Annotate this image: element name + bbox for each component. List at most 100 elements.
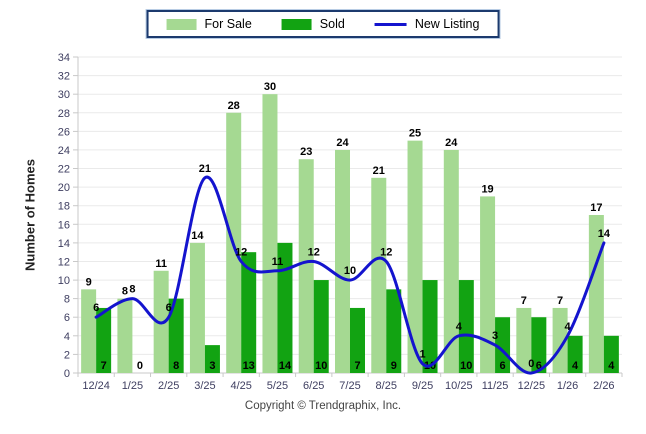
bar-sold xyxy=(96,307,112,373)
for-sale-value-label: 7 xyxy=(557,295,563,307)
y-tick-label: 12 xyxy=(58,257,70,269)
new-listing-value-label: 12 xyxy=(308,246,320,258)
bar-for-sale xyxy=(81,289,97,373)
bar-sold xyxy=(277,242,293,373)
for-sale-value-label: 17 xyxy=(590,202,602,214)
x-tick-label: 10/25 xyxy=(445,380,473,392)
new-listing-value-label: 8 xyxy=(129,284,135,296)
sold-value-label: 4 xyxy=(608,360,615,372)
y-tick-label: 22 xyxy=(58,164,70,176)
bar-sold xyxy=(567,335,583,373)
y-axis-title: Number of Homes xyxy=(22,159,38,271)
sold-value-label: 6 xyxy=(500,360,506,372)
x-tick-label: 8/25 xyxy=(376,380,397,392)
for-sale-swatch-icon xyxy=(166,18,197,30)
for-sale-value-label: 25 xyxy=(409,128,421,140)
y-tick-label: 10 xyxy=(58,275,70,287)
y-tick-label: 34 xyxy=(58,52,70,64)
new-listing-trend-line xyxy=(94,175,606,375)
for-sale-value-label: 28 xyxy=(228,100,240,112)
bar-for-sale xyxy=(298,159,314,373)
legend-item-new-listing: New Listing xyxy=(374,17,480,31)
for-sale-value-label: 9 xyxy=(86,276,92,288)
new-listing-value-label: 4 xyxy=(565,321,572,333)
x-tick-label: 6/25 xyxy=(303,380,324,392)
for-sale-value-label: 23 xyxy=(300,146,312,158)
legend-label-new-listing: New Listing xyxy=(414,17,480,31)
y-tick-label: 18 xyxy=(58,201,70,213)
bar-sold xyxy=(458,280,474,373)
for-sale-value-label: 24 xyxy=(336,137,349,149)
bar-for-sale xyxy=(552,307,568,373)
for-sale-value-label: 24 xyxy=(445,137,458,149)
new-listing-value-label: 6 xyxy=(93,302,99,314)
legend-label-for-sale: For Sale xyxy=(204,17,252,31)
new-listing-value-label: 1 xyxy=(419,349,425,361)
bar-sold xyxy=(386,289,402,373)
sold-value-label: 10 xyxy=(460,360,472,372)
for-sale-value-label: 8 xyxy=(122,286,128,298)
x-tick-label: 11/25 xyxy=(482,380,509,392)
for-sale-value-label: 30 xyxy=(264,81,276,93)
bar-sold xyxy=(422,280,438,373)
x-tick-label: 12/25 xyxy=(518,380,546,392)
y-tick-label: 20 xyxy=(58,182,70,194)
bar-sold xyxy=(603,335,619,373)
y-tick-label: 16 xyxy=(58,219,70,231)
sold-value-label: 9 xyxy=(391,360,397,372)
y-tick-label: 32 xyxy=(58,71,70,83)
y-tick-label: 4 xyxy=(64,331,70,343)
y-tick-label: 6 xyxy=(64,312,70,324)
bar-sold xyxy=(168,298,184,373)
y-tick-label: 0 xyxy=(64,368,70,380)
x-tick-label: 2/26 xyxy=(593,380,614,392)
y-tick-label: 28 xyxy=(58,108,70,120)
y-tick-label: 30 xyxy=(58,89,70,101)
bar-for-sale xyxy=(443,149,459,373)
legend-label-sold: Sold xyxy=(319,17,345,31)
new-listing-value-label: 6 xyxy=(166,302,172,314)
new-listing-value-label: 0 xyxy=(528,358,534,370)
sold-swatch-icon xyxy=(281,18,312,30)
y-tick-label: 8 xyxy=(64,294,70,306)
new-listing-value-label: 3 xyxy=(492,330,498,342)
copyright-text: Copyright © Trendgraphix, Inc. xyxy=(244,400,402,412)
y-tick-label: 26 xyxy=(58,126,70,138)
sold-value-label: 0 xyxy=(137,360,143,372)
sold-value-label: 7 xyxy=(101,360,107,372)
y-tick-label: 14 xyxy=(58,238,70,250)
sold-value-label: 3 xyxy=(209,360,215,372)
sold-value-label: 10 xyxy=(315,360,327,372)
bar-for-sale xyxy=(262,94,278,374)
new-listing-value-label: 11 xyxy=(272,256,284,268)
bar-sold xyxy=(531,317,547,373)
x-tick-label: 1/25 xyxy=(122,380,143,392)
bar-for-sale xyxy=(516,307,532,373)
sold-value-label: 4 xyxy=(572,360,579,372)
legend-item-sold: Sold xyxy=(281,17,345,31)
x-tick-label: 5/25 xyxy=(267,380,288,392)
y-tick-label: 24 xyxy=(58,145,70,157)
x-tick-label: 2/25 xyxy=(158,380,179,392)
for-sale-value-label: 7 xyxy=(521,295,527,307)
chart-svg: 02468101214161820222426283032349712/2480… xyxy=(58,52,623,392)
for-sale-value-label: 14 xyxy=(191,230,204,242)
x-tick-label: 7/25 xyxy=(339,380,360,392)
legend: For Sale Sold New Listing xyxy=(146,10,500,38)
x-tick-label: 12/24 xyxy=(82,380,110,392)
x-tick-label: 4/25 xyxy=(230,380,251,392)
new-listing-value-label: 21 xyxy=(199,163,211,175)
x-tick-label: 9/25 xyxy=(412,380,433,392)
bar-for-sale xyxy=(117,298,133,373)
for-sale-value-label: 19 xyxy=(481,183,493,195)
bar-sold xyxy=(495,317,511,373)
new-listing-value-label: 10 xyxy=(344,265,356,277)
new-listing-value-label: 12 xyxy=(380,246,392,258)
bar-for-sale xyxy=(189,242,205,373)
bar-for-sale xyxy=(335,149,350,373)
bar-for-sale xyxy=(371,177,387,373)
for-sale-value-label: 11 xyxy=(155,258,167,270)
new-listing-value-label: 4 xyxy=(456,321,463,333)
bar-sold xyxy=(241,252,257,373)
